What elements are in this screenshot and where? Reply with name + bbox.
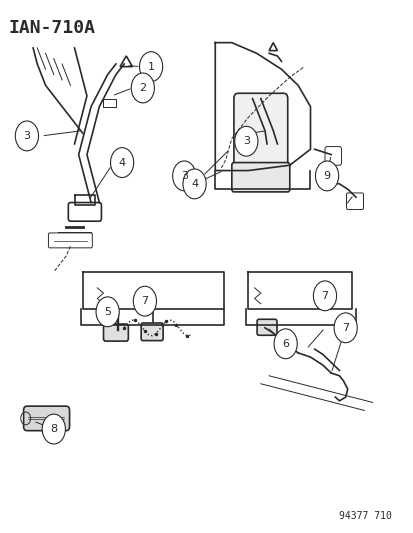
Circle shape	[172, 161, 195, 191]
Circle shape	[333, 313, 356, 343]
Circle shape	[110, 148, 133, 177]
Circle shape	[139, 52, 162, 82]
Circle shape	[183, 169, 206, 199]
FancyBboxPatch shape	[24, 406, 69, 431]
Circle shape	[42, 414, 65, 444]
FancyBboxPatch shape	[233, 93, 287, 173]
Text: 4: 4	[190, 179, 198, 189]
Text: 5: 5	[104, 307, 111, 317]
Text: 1: 1	[147, 62, 154, 71]
Text: 7: 7	[341, 323, 349, 333]
FancyBboxPatch shape	[141, 323, 163, 341]
Circle shape	[133, 286, 156, 316]
Text: 94377 710: 94377 710	[339, 511, 392, 521]
Circle shape	[131, 73, 154, 103]
Text: 3: 3	[24, 131, 30, 141]
Text: 8: 8	[50, 424, 57, 434]
Text: 3: 3	[180, 171, 187, 181]
Text: 2: 2	[139, 83, 146, 93]
FancyBboxPatch shape	[256, 319, 276, 335]
Circle shape	[315, 161, 338, 191]
Text: 3: 3	[242, 136, 249, 146]
Circle shape	[273, 329, 297, 359]
FancyBboxPatch shape	[324, 147, 341, 165]
Circle shape	[313, 281, 336, 311]
FancyBboxPatch shape	[231, 163, 289, 192]
Circle shape	[234, 126, 257, 156]
Text: 6: 6	[282, 339, 288, 349]
Circle shape	[96, 297, 119, 327]
FancyBboxPatch shape	[346, 193, 363, 209]
Text: 9: 9	[323, 171, 330, 181]
Text: 7: 7	[320, 291, 328, 301]
Text: 7: 7	[141, 296, 148, 306]
FancyBboxPatch shape	[103, 324, 128, 341]
Text: IAN-710A: IAN-710A	[8, 19, 95, 37]
Circle shape	[15, 121, 38, 151]
FancyBboxPatch shape	[68, 203, 101, 221]
Text: 4: 4	[118, 158, 126, 167]
FancyBboxPatch shape	[48, 233, 92, 248]
